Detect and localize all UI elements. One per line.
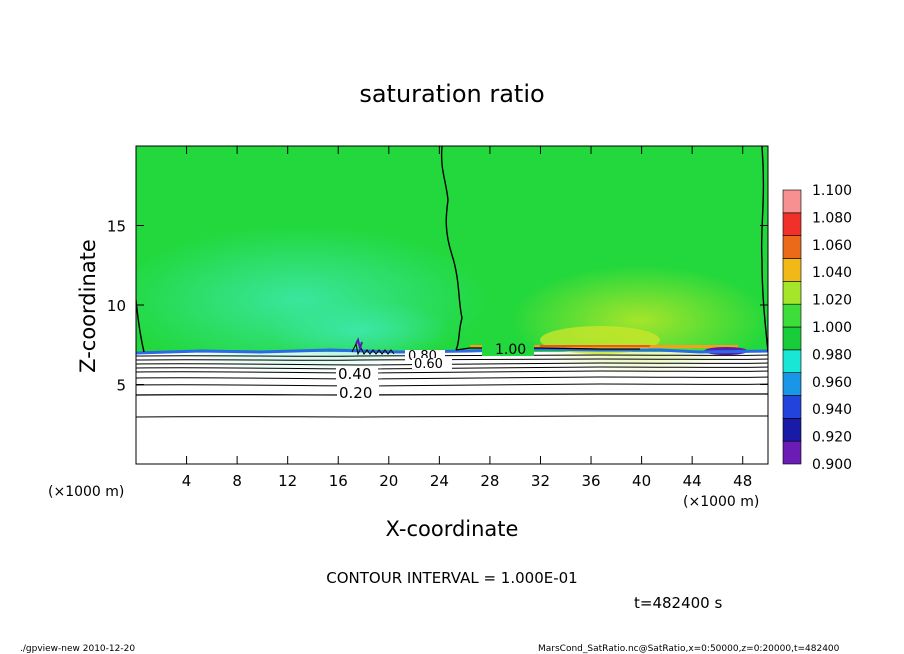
colorbar-label-0.920: 0.920 bbox=[812, 430, 852, 446]
x-tick-label-44: 44 bbox=[683, 472, 702, 490]
y-tick-label-15: 15 bbox=[107, 218, 126, 236]
x-tick-label-28: 28 bbox=[480, 472, 499, 490]
colorbar-label-0.980: 0.980 bbox=[812, 347, 852, 363]
colorbar-swatch-7 bbox=[782, 281, 802, 305]
x-tick-label-4: 4 bbox=[182, 472, 192, 490]
x-axis: 4 8 12 16 20 24 28 32 36 40 44 48 bbox=[182, 146, 752, 490]
colorbar-swatch-8 bbox=[782, 258, 802, 282]
colorbar-swatch-0 bbox=[782, 440, 802, 465]
y-tick-label-10: 10 bbox=[107, 297, 126, 315]
colorbar-label-0.900: 0.900 bbox=[812, 457, 852, 473]
contour-label-bg-0.80 bbox=[405, 350, 445, 361]
contour-wiggle-dip bbox=[355, 337, 363, 352]
colorbar-label-1.040: 1.040 bbox=[812, 265, 852, 281]
colorbar-swatch-1 bbox=[782, 418, 802, 442]
footer-left: ./gpview-new 2010-12-20 bbox=[20, 644, 135, 654]
colorbar-swatch-3 bbox=[782, 372, 802, 396]
x-unit-left: (×1000 m) bbox=[48, 484, 124, 500]
colorbar-swatch-5 bbox=[782, 326, 802, 351]
y-tick-label-5: 5 bbox=[116, 377, 126, 395]
contour-line-1.00-mid bbox=[440, 146, 463, 351]
contour-label-1.00: 1.00 bbox=[495, 342, 526, 358]
field-high-patch-right bbox=[510, 265, 768, 375]
contour-label-0.20: 0.20 bbox=[339, 384, 372, 402]
x-axis-label: X-coordinate bbox=[386, 517, 519, 541]
contour-label-bg-0.20 bbox=[337, 385, 379, 399]
field-low-patch-center bbox=[270, 300, 450, 360]
time-text: t=482400 s bbox=[634, 594, 722, 612]
x-tick-label-16: 16 bbox=[329, 472, 348, 490]
contour-line-0.30 bbox=[136, 383, 768, 387]
y-axis-label: Z-coordinate bbox=[76, 239, 100, 373]
colorbar-swatch-11 bbox=[782, 189, 802, 214]
colorbar-swatch-9 bbox=[782, 235, 802, 259]
x-tick-label-24: 24 bbox=[430, 472, 449, 490]
x-tick-label-20: 20 bbox=[379, 472, 398, 490]
colorbar-swatch-6 bbox=[782, 303, 802, 328]
colorbar-swatch-10 bbox=[782, 212, 802, 236]
field-cloud-base bbox=[136, 347, 768, 355]
field-red-band bbox=[540, 345, 650, 347]
x-tick-label-8: 8 bbox=[232, 472, 242, 490]
contour-label-bg-0.60 bbox=[412, 358, 452, 369]
x-tick-label-48: 48 bbox=[733, 472, 752, 490]
y-axis: 5 10 15 bbox=[107, 218, 768, 395]
colorbar-label-1.060: 1.060 bbox=[812, 238, 852, 254]
x-tick-label-32: 32 bbox=[531, 472, 550, 490]
contour-line-1.00-base bbox=[455, 347, 640, 351]
colorbar-label-0.940: 0.940 bbox=[812, 402, 852, 418]
colorbar: 0.900 0.920 0.940 0.960 0.980 1.000 1.020 1.040… bbox=[782, 183, 852, 473]
colorbar-label-1.020: 1.020 bbox=[812, 293, 852, 309]
contour-line-0.10 bbox=[136, 415, 768, 418]
contour-wiggle-cluster bbox=[351, 342, 395, 356]
colorbar-label-1.100: 1.100 bbox=[812, 183, 852, 199]
x-tick-label-36: 36 bbox=[581, 472, 600, 490]
contour-label-bg-0.40 bbox=[336, 367, 378, 381]
colorbar-label-1.080: 1.080 bbox=[812, 210, 852, 226]
contour-label-0.40: 0.40 bbox=[338, 365, 371, 383]
colorbar-swatch-2 bbox=[782, 395, 802, 419]
colorbar-label-0.960: 0.960 bbox=[812, 375, 852, 391]
x-tick-label-12: 12 bbox=[278, 472, 297, 490]
x-tick-label-40: 40 bbox=[632, 472, 651, 490]
contour-line-0.20 bbox=[136, 393, 768, 396]
contour-line-0.90 bbox=[136, 354, 768, 357]
contour-label-0.60: 0.60 bbox=[414, 357, 443, 372]
colorbar-label-1.000: 1.000 bbox=[812, 320, 852, 336]
chart-title: saturation ratio bbox=[359, 80, 544, 108]
contour-line-0.40 bbox=[136, 376, 768, 380]
plot-area: 1.00 0.80 0.60 0.40 0.20 bbox=[136, 146, 768, 464]
x-unit-right: (×1000 m) bbox=[683, 494, 759, 510]
colorbar-swatch-4 bbox=[782, 349, 802, 373]
contour-line-0.50 bbox=[136, 370, 768, 374]
footer-right: MarsCond_SatRatio.nc@SatRatio,x=0:50000,… bbox=[538, 644, 840, 654]
contour-line-1.00-right bbox=[760, 146, 768, 353]
contour-interval-text: CONTOUR INTERVAL = 1.000E-01 bbox=[326, 569, 577, 587]
contour-label-bg-1.00 bbox=[482, 342, 534, 356]
